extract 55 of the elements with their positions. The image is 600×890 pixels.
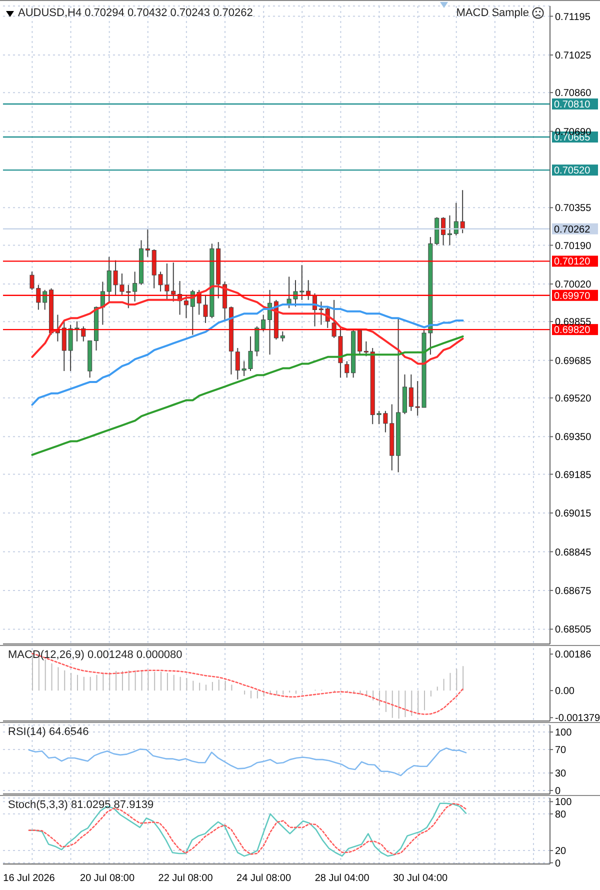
candlestick bbox=[132, 271, 138, 302]
line-series bbox=[28, 747, 467, 776]
y-tick-label: 0.70190 bbox=[555, 240, 592, 252]
candlestick bbox=[318, 301, 324, 326]
y-tick-label: 0.70355 bbox=[555, 203, 592, 214]
line-series bbox=[31, 335, 464, 456]
ref-line-label: 0.70520 bbox=[554, 166, 591, 177]
x-tick-label: 16 Jul 2026 bbox=[3, 873, 56, 884]
y-tick-label: 0.69350 bbox=[555, 432, 592, 444]
chart-title: Stoch(5,3,3) 81.0295 87.9139 bbox=[8, 799, 154, 811]
chart-title: AUDUSD,H4 0.70294 0.70432 0.70243 0.70262 bbox=[18, 7, 253, 19]
ref-line-label: 0.70810 bbox=[554, 99, 591, 110]
x-tick-label: 28 Jul 04:00 bbox=[314, 873, 370, 884]
y-tick-label: -0.001379 bbox=[555, 713, 600, 724]
y-tick-label: 100 bbox=[555, 728, 572, 739]
y-tick-label: 0.70860 bbox=[555, 88, 592, 100]
y-tick-label: 0.69015 bbox=[555, 508, 592, 520]
y-tick-label: 0.69520 bbox=[555, 393, 592, 404]
candlestick bbox=[364, 340, 368, 357]
candlestick bbox=[184, 294, 188, 319]
y-tick-label: 0.68675 bbox=[555, 586, 592, 598]
y-tick-label: 70 bbox=[555, 745, 567, 756]
y-tick-label: 100 bbox=[555, 797, 572, 808]
candlestick bbox=[447, 214, 452, 246]
y-tick-label: 0 bbox=[555, 786, 561, 798]
y-tick-label: 0.00186 bbox=[555, 650, 592, 661]
x-tick-label: 20 Jul 08:00 bbox=[80, 873, 135, 884]
candlestick bbox=[441, 216, 446, 246]
candlestick bbox=[344, 360, 350, 378]
candlestick bbox=[408, 374, 414, 412]
x-tick-label: 22 Jul 08:00 bbox=[158, 873, 214, 884]
y-tick-label: 0.71195 bbox=[555, 12, 591, 23]
candlestick bbox=[280, 330, 285, 342]
y-tick-label: 0.00 bbox=[555, 686, 575, 698]
y-tick-label: 0 bbox=[555, 858, 561, 870]
y-tick-label: 0.71025 bbox=[555, 50, 592, 62]
annotation: MACD Sample bbox=[456, 7, 529, 19]
y-tick-label: 30 bbox=[555, 768, 567, 780]
ref-line-label: 0.70262 bbox=[554, 224, 591, 236]
candlestick bbox=[145, 228, 150, 258]
x-tick-label: 30 Jul 04:00 bbox=[393, 873, 448, 884]
y-tick-label: 0.70020 bbox=[555, 280, 592, 291]
y-tick-label: 0.68505 bbox=[555, 624, 592, 636]
ref-line-label: 0.70120 bbox=[554, 256, 591, 268]
chart-title: RSI(14) 64.6546 bbox=[8, 726, 89, 738]
y-tick-label: 80 bbox=[555, 809, 567, 820]
ref-line-label: 0.69820 bbox=[554, 325, 591, 336]
ref-line-label: 0.69970 bbox=[554, 290, 591, 302]
y-tick-label: 0.69185 bbox=[555, 470, 592, 481]
x-tick-label: 24 Jul 08:00 bbox=[236, 873, 292, 884]
candlestick bbox=[306, 280, 311, 300]
y-tick-label: 0.68845 bbox=[555, 547, 592, 558]
y-tick-label: 0.69685 bbox=[555, 356, 592, 367]
y-tick-label: 20 bbox=[555, 846, 567, 858]
line-series bbox=[31, 285, 464, 365]
